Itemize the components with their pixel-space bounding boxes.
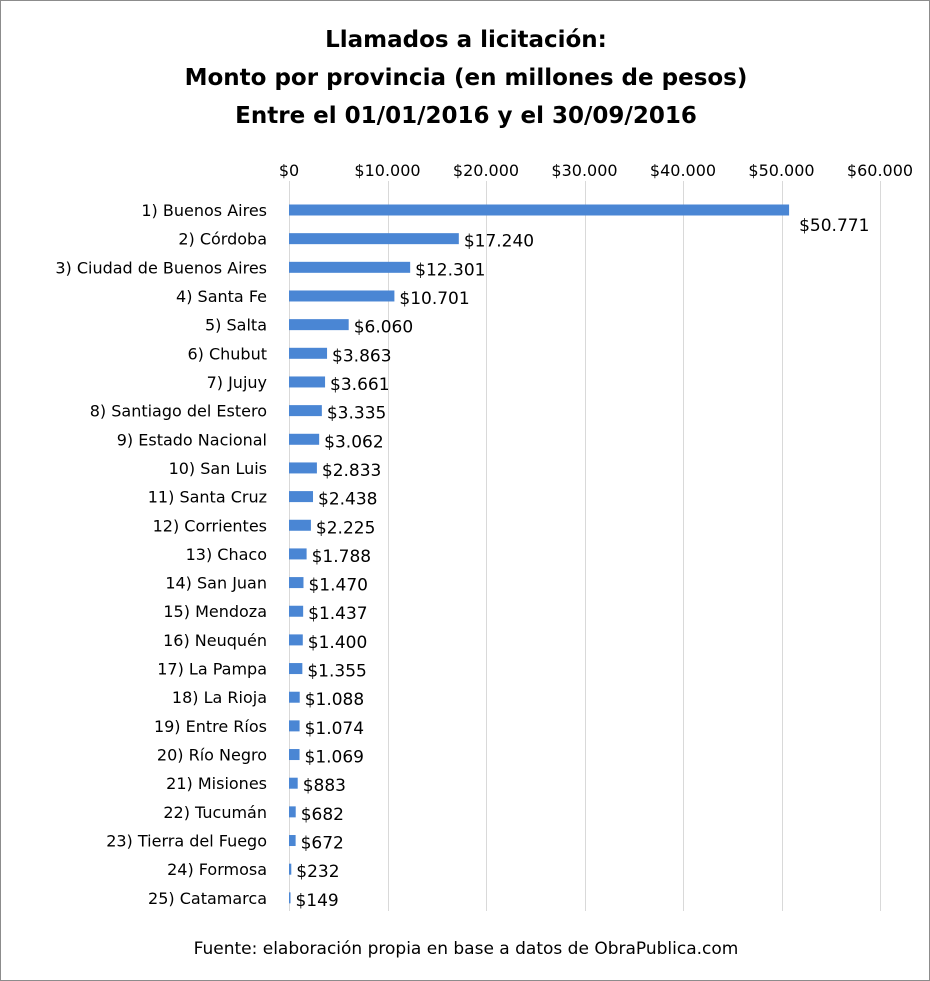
chart-title-line-2: Monto por provincia (en millones de peso… <box>184 65 748 91</box>
chart-title: Llamados a licitación: Monto por provinc… <box>1 21 929 135</box>
data-label: $232 <box>296 862 339 882</box>
chart-title-line-3: Entre el 01/01/2016 y el 30/09/2016 <box>235 103 697 129</box>
bar <box>289 691 300 703</box>
data-label: $12.301 <box>415 260 485 280</box>
bar <box>289 519 311 531</box>
category-label: 20) Río Negro <box>157 746 267 765</box>
bar <box>289 634 303 646</box>
data-label: $2.225 <box>316 518 375 538</box>
data-label: $1.788 <box>312 547 371 567</box>
x-tick-label: $20.000 <box>453 161 519 180</box>
x-tick-labels: $0 $10.000 $20.000 $30.000 $40.000 $50.000 $60… <box>279 161 913 180</box>
category-label: 21) Misiones <box>166 774 267 793</box>
bar <box>289 491 314 503</box>
x-tick-label: $40.000 <box>650 161 716 180</box>
chart-title-line-1: Llamados a licitación: <box>325 27 607 53</box>
category-label: 17) La Pampa <box>157 660 267 679</box>
x-tick-label: $50.000 <box>748 161 814 180</box>
data-label: $3.661 <box>330 375 389 395</box>
category-label: 11) Santa Cruz <box>148 488 267 507</box>
x-tick-label: $0 <box>279 161 299 180</box>
data-label: $1.074 <box>305 719 364 739</box>
category-label: 10) San Luis <box>169 459 267 478</box>
bar <box>289 376 326 388</box>
category-label: 13) Chaco <box>186 545 267 564</box>
data-label: $1.400 <box>308 633 367 653</box>
bar <box>289 290 395 302</box>
bar <box>289 462 317 474</box>
x-tick-label: $10.000 <box>354 161 420 180</box>
category-label: 23) Tierra del Fuego <box>106 832 267 851</box>
category-label: 12) Corrientes <box>153 516 267 535</box>
category-label: 15) Mendoza <box>163 602 267 621</box>
bar <box>289 605 304 617</box>
bars <box>289 204 790 904</box>
data-label: $3.863 <box>332 346 391 366</box>
category-label: 22) Tucumán <box>163 803 267 822</box>
category-labels: 1) Buenos Aires 2) Córdoba 3) Ciudad de Bu… <box>55 201 267 908</box>
data-label: $2.438 <box>318 490 377 510</box>
category-label: 16) Neuquén <box>163 631 267 650</box>
data-label: $1.470 <box>308 576 367 596</box>
category-label: 8) Santiago del Estero <box>90 402 267 421</box>
data-label: $1.437 <box>308 604 367 624</box>
bar <box>289 548 307 560</box>
data-labels: $50.771 $17.240 $12.301 $10.701 $6.060 $3.863… <box>295 216 869 911</box>
category-label: 4) Santa Fe <box>176 287 267 306</box>
data-label: $2.833 <box>322 461 381 481</box>
bar <box>289 720 300 732</box>
data-label: $3.062 <box>324 432 383 452</box>
bar <box>289 319 349 331</box>
category-label: 25) Catamarca <box>148 889 267 908</box>
category-label: 14) San Juan <box>165 574 267 593</box>
category-label: 6) Chubut <box>187 344 267 363</box>
category-label: 1) Buenos Aires <box>141 201 267 220</box>
category-label: 18) La Rioja <box>172 688 267 707</box>
category-label: 7) Jujuy <box>207 373 267 392</box>
data-label: $672 <box>301 834 344 854</box>
category-label: 3) Ciudad de Buenos Aires <box>55 258 267 277</box>
data-label: $1.355 <box>307 662 366 682</box>
bar <box>289 863 292 875</box>
bar <box>289 261 411 273</box>
bar <box>289 405 322 417</box>
bar <box>289 204 790 216</box>
x-tick-label: $30.000 <box>551 161 617 180</box>
bar <box>289 347 328 359</box>
data-label: $17.240 <box>464 232 534 252</box>
source-note: Fuente: elaboración propia en base a dat… <box>193 939 739 959</box>
bar <box>289 233 459 245</box>
bar <box>289 663 303 675</box>
bar <box>289 892 291 904</box>
data-label: $6.060 <box>354 318 413 338</box>
data-label: $3.335 <box>327 404 386 424</box>
data-label: $10.701 <box>399 289 469 309</box>
bar <box>289 577 304 589</box>
category-label: 24) Formosa <box>167 860 267 879</box>
bar <box>289 749 300 761</box>
data-label: $149 <box>295 891 338 911</box>
category-label: 19) Entre Ríos <box>154 717 267 736</box>
data-label: $1.069 <box>305 748 364 768</box>
bar <box>289 777 298 789</box>
bar <box>289 835 296 847</box>
x-tick-label: $60.000 <box>847 161 913 180</box>
bar <box>289 433 320 445</box>
data-label: $1.088 <box>305 690 364 710</box>
bar <box>289 806 296 818</box>
category-label: 5) Salta <box>205 316 267 335</box>
category-label: 2) Córdoba <box>178 230 267 249</box>
data-label: $682 <box>301 805 344 825</box>
data-label: $50.771 <box>799 216 869 236</box>
data-label: $883 <box>303 776 346 796</box>
category-label: 9) Estado Nacional <box>117 430 267 449</box>
